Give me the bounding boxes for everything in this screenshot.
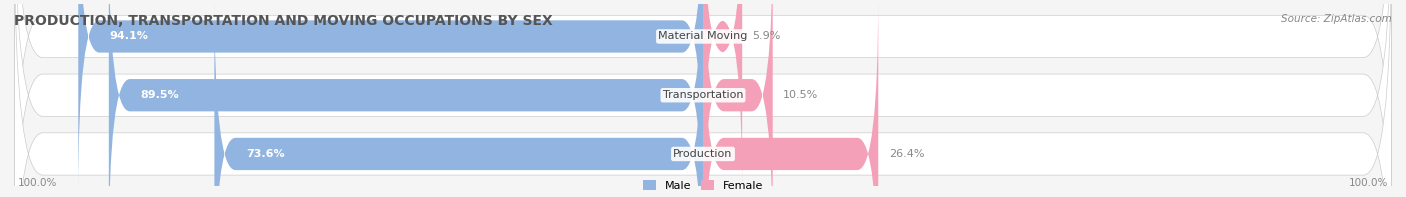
FancyBboxPatch shape [14,0,1392,197]
Text: 5.9%: 5.9% [752,32,780,42]
Text: 94.1%: 94.1% [110,32,149,42]
FancyBboxPatch shape [79,0,703,197]
Text: Transportation: Transportation [662,90,744,100]
Text: 100.0%: 100.0% [18,178,58,188]
FancyBboxPatch shape [14,0,1392,197]
FancyBboxPatch shape [703,0,879,197]
Text: Material Moving: Material Moving [658,32,748,42]
Text: Production: Production [673,149,733,159]
Text: Source: ZipAtlas.com: Source: ZipAtlas.com [1281,14,1392,24]
Text: 100.0%: 100.0% [1348,178,1388,188]
Text: 89.5%: 89.5% [141,90,179,100]
FancyBboxPatch shape [14,0,1392,197]
Text: 10.5%: 10.5% [783,90,818,100]
Text: PRODUCTION, TRANSPORTATION AND MOVING OCCUPATIONS BY SEX: PRODUCTION, TRANSPORTATION AND MOVING OC… [14,14,553,28]
Text: 73.6%: 73.6% [246,149,284,159]
FancyBboxPatch shape [214,0,703,197]
FancyBboxPatch shape [703,0,742,197]
FancyBboxPatch shape [108,0,703,197]
Text: 26.4%: 26.4% [889,149,924,159]
Legend: Male, Female: Male, Female [638,176,768,195]
FancyBboxPatch shape [703,0,773,197]
